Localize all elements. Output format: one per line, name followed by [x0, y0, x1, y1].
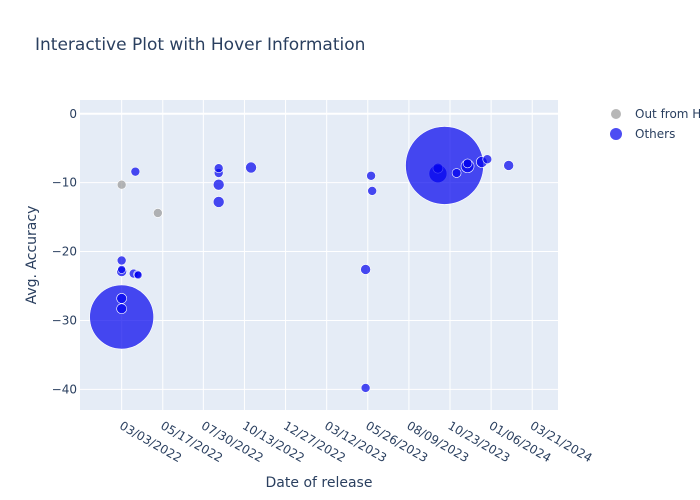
point-others[interactable]	[212, 178, 225, 191]
point-others[interactable]	[116, 255, 127, 266]
point-others[interactable]	[245, 161, 257, 174]
chart-title: Interactive Plot with Hover Information	[35, 35, 365, 55]
y-tick-label: −20	[52, 245, 77, 259]
y-tick-label: −30	[52, 313, 77, 327]
point-others[interactable]	[366, 170, 376, 181]
point-others[interactable]	[133, 270, 143, 280]
point-others[interactable]	[360, 264, 371, 275]
data-points	[89, 126, 514, 393]
legend-marker	[611, 109, 621, 119]
legend-marker	[610, 128, 622, 140]
point-others[interactable]	[482, 154, 493, 165]
point-others[interactable]	[360, 383, 371, 393]
point-others[interactable]	[116, 293, 127, 304]
x-axis-title: Date of release	[266, 475, 373, 491]
point-others[interactable]	[462, 158, 473, 169]
point-out-from-hf[interactable]	[153, 208, 163, 218]
point-others[interactable]	[212, 196, 225, 208]
y-tick-label: −10	[52, 176, 77, 190]
y-tick-labels: 0 −10 −20 −30 −40	[52, 107, 77, 397]
y-tick-label: 0	[69, 107, 77, 121]
point-others[interactable]	[451, 168, 462, 178]
point-others[interactable]	[367, 186, 377, 196]
point-out-from-hf[interactable]	[116, 179, 127, 190]
legend-label: Others	[635, 127, 675, 141]
x-tick-labels: 03/03/202205/17/202207/30/202210/13/2022…	[117, 418, 594, 465]
point-others[interactable]	[213, 163, 224, 173]
legend: Out from HF Others	[610, 107, 700, 141]
y-axis-title: Avg. Accuracy	[24, 206, 40, 305]
legend-label: Out from HF	[635, 107, 700, 121]
y-tick-label: −40	[52, 382, 77, 396]
point-others[interactable]	[89, 284, 154, 350]
point-others[interactable]	[117, 265, 126, 274]
plot-area[interactable]	[80, 100, 558, 410]
point-others[interactable]	[116, 303, 127, 315]
point-others[interactable]	[503, 160, 514, 171]
point-others[interactable]	[130, 166, 141, 177]
